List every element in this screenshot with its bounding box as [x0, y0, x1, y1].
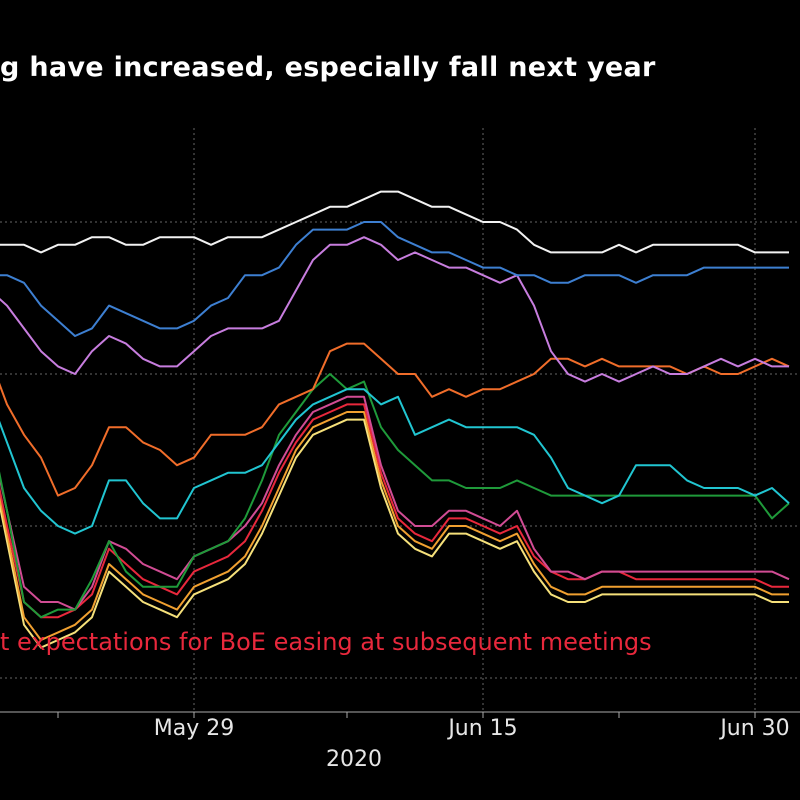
series-line	[0, 388, 790, 535]
x-tick-label: May 29	[154, 716, 234, 741]
chart-annotation: t expectations for BoE easing at subsequ…	[0, 628, 652, 656]
x-tick-labels: May 29 Jun 15 Jun 30	[154, 716, 790, 741]
series-line	[0, 236, 789, 383]
series-line	[0, 221, 789, 337]
series-line	[0, 411, 789, 641]
series-line	[0, 403, 789, 619]
series-lines	[0, 190, 790, 649]
x-tick-label: Jun 15	[446, 716, 517, 741]
x-axis	[0, 711, 800, 718]
series-line	[0, 373, 790, 619]
series-line	[0, 395, 790, 611]
series-line	[0, 419, 789, 649]
x-tick-label: Jun 30	[718, 716, 789, 741]
chart-title: g have increased, especially fall next y…	[0, 52, 656, 83]
series-line	[0, 342, 790, 497]
series-line	[0, 418, 789, 649]
grid	[0, 128, 800, 712]
series-line	[0, 190, 789, 254]
x-axis-label: 2020	[326, 747, 382, 772]
